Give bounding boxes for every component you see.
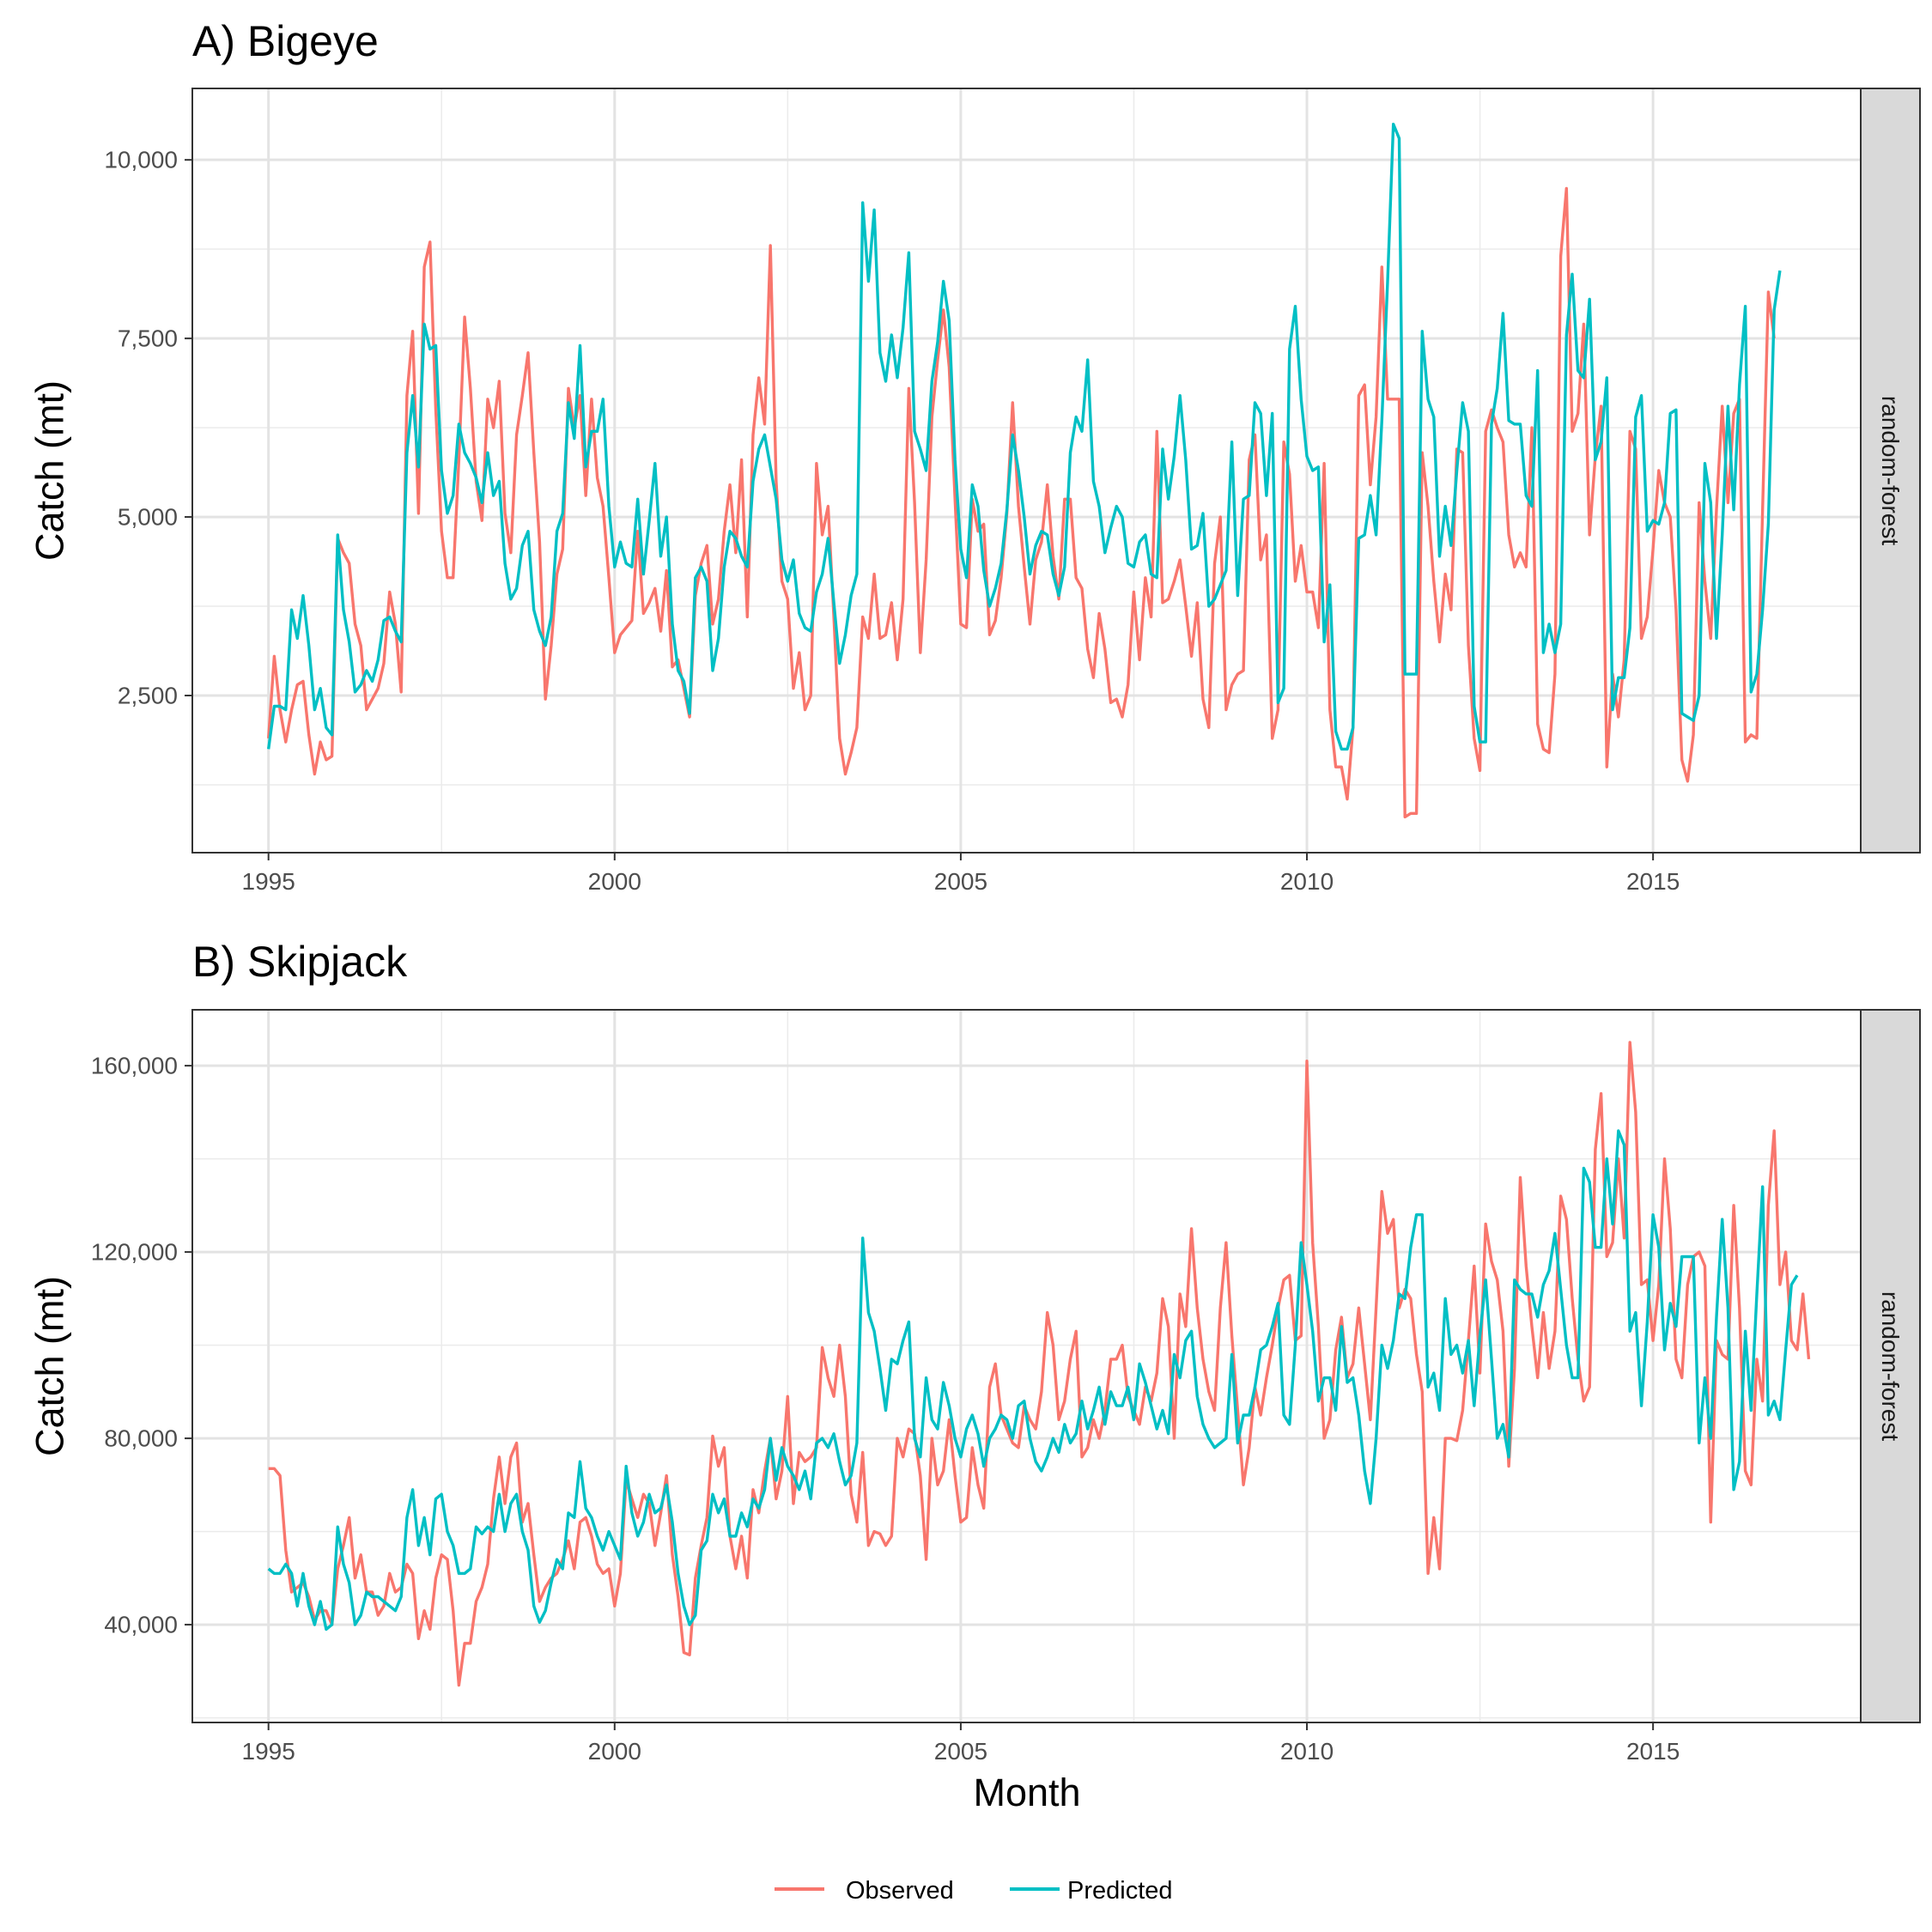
x-tick-label: 2010: [1280, 1738, 1334, 1765]
series-line-predicted: [267, 1129, 1799, 1631]
legend-predicted-label: Predicted: [1067, 1877, 1173, 1905]
facet-strip: [1860, 88, 1921, 854]
y-tick-label: 40,000: [104, 1612, 178, 1638]
x-tick-label: 2015: [1626, 1738, 1680, 1765]
series-line-predicted: [267, 122, 1782, 751]
y-axis-title: Catch (mt): [28, 1276, 72, 1456]
legend: Observed Predicted: [775, 1877, 1173, 1905]
facet-strip-label: random-forest: [1877, 1291, 1904, 1442]
legend-observed-label: Observed: [846, 1877, 954, 1905]
panel-bigeye: A) Bigeye random-forest 1995 2000 2005 2010 20…: [28, 17, 1921, 895]
x-tick-label: 2005: [934, 868, 987, 895]
x-axis-title: Month: [973, 1771, 1080, 1814]
x-tick-label: 1995: [242, 868, 295, 895]
series-line-observed: [268, 1041, 1811, 1687]
panel-skipjack: B) Skipjack random-forest 1995 2000 2005 2010…: [28, 938, 1921, 1765]
y-tick-label: 2,500: [118, 683, 178, 709]
plot-background: [192, 1010, 1861, 1722]
x-tick-label: 2010: [1280, 868, 1334, 895]
y-tick-label: 7,500: [118, 325, 178, 352]
x-tick-label: 1995: [242, 1738, 295, 1765]
y-tick-label: 5,000: [118, 504, 178, 531]
facet-strip: [1860, 1009, 1921, 1723]
plot-background: [192, 88, 1861, 853]
x-tick-label: 2005: [934, 1738, 987, 1765]
y-axis-title: Catch (mt): [28, 380, 72, 561]
y-tick-label: 10,000: [104, 147, 178, 173]
x-tick-label: 2015: [1626, 868, 1680, 895]
x-tick-label: 2000: [588, 1738, 641, 1765]
panel-title: A) Bigeye: [192, 17, 379, 65]
panel-title: B) Skipjack: [192, 938, 408, 986]
x-tick-label: 2000: [588, 868, 641, 895]
y-tick-label: 120,000: [91, 1239, 178, 1266]
series-line-observed: [267, 186, 1776, 819]
y-tick-label: 80,000: [104, 1425, 178, 1452]
facet-strip-label: random-forest: [1877, 396, 1904, 546]
y-tick-label: 160,000: [91, 1053, 178, 1079]
